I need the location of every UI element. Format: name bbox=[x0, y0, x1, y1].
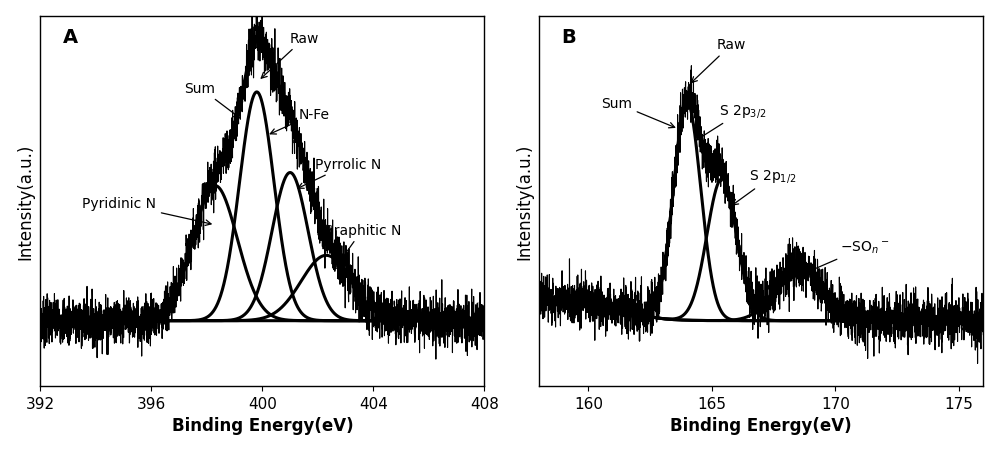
Text: S 2p$_{3/2}$: S 2p$_{3/2}$ bbox=[697, 103, 767, 141]
Y-axis label: Intensity(a.u.): Intensity(a.u.) bbox=[516, 143, 534, 259]
Text: A: A bbox=[62, 28, 78, 46]
Text: Sum: Sum bbox=[601, 97, 675, 129]
Text: B: B bbox=[561, 28, 576, 46]
Text: Raw: Raw bbox=[691, 38, 746, 83]
Y-axis label: Intensity(a.u.): Intensity(a.u.) bbox=[17, 143, 35, 259]
Text: Sum: Sum bbox=[185, 82, 240, 119]
Text: Graphitic N: Graphitic N bbox=[323, 223, 402, 270]
X-axis label: Binding Energy(eV): Binding Energy(eV) bbox=[172, 416, 353, 434]
Text: N-Fe: N-Fe bbox=[270, 108, 329, 135]
Text: Pyrrolic N: Pyrrolic N bbox=[298, 158, 381, 189]
Text: Pyridinic N: Pyridinic N bbox=[82, 197, 211, 226]
Text: $-$SO$_n$$^-$: $-$SO$_n$$^-$ bbox=[809, 239, 889, 272]
X-axis label: Binding Energy(eV): Binding Energy(eV) bbox=[670, 416, 852, 434]
Text: Raw: Raw bbox=[261, 32, 319, 79]
Text: S 2p$_{1/2}$: S 2p$_{1/2}$ bbox=[733, 168, 796, 206]
